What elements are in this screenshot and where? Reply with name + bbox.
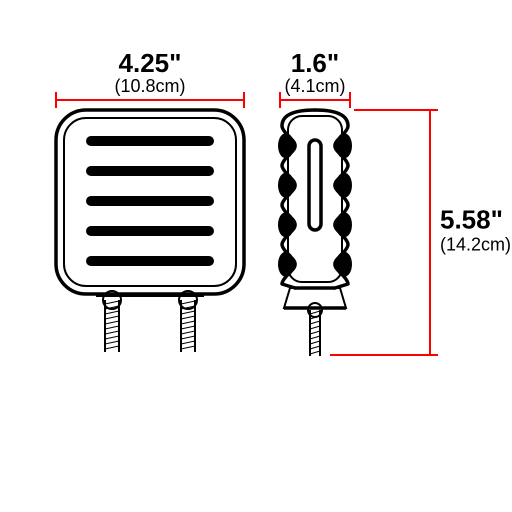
dimension-lines [56, 92, 438, 355]
dim-height-metric: (14.2cm) [440, 235, 511, 255]
side-view [278, 110, 352, 356]
front-view [56, 110, 244, 352]
dimension-diagram: 4.25" (10.8cm) 1.6" (4.1cm) 5.58" (14.2c… [0, 0, 512, 512]
dim-width-side-metric: (4.1cm) [284, 76, 345, 96]
dim-width-front-metric: (10.8cm) [114, 76, 185, 96]
dim-height-value: 5.58" [440, 205, 503, 235]
dim-width-side-value: 1.6" [291, 48, 339, 78]
dim-width-front-value: 4.25" [119, 48, 182, 78]
